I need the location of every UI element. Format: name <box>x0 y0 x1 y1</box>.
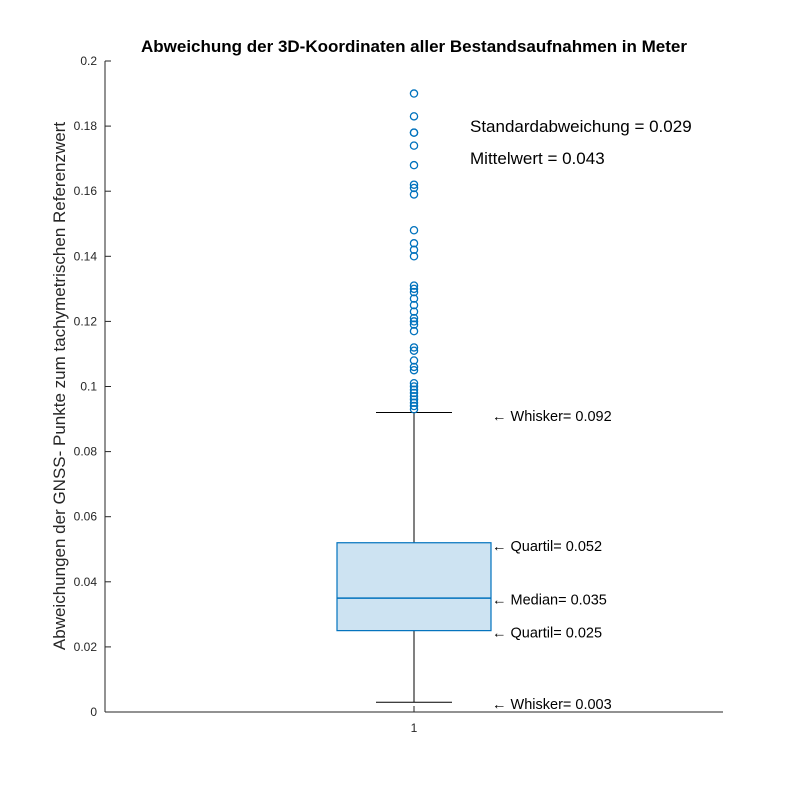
axes: 0 0.02 0.04 0.06 0.08 0.1 0.12 0.14 0.16 0.18 0.2 1 <box>74 54 723 735</box>
outlier-point <box>409 294 419 303</box>
outlier-point <box>409 395 419 404</box>
mean-label: Mittelwert = 0.043 <box>470 149 605 168</box>
outlier-point <box>409 284 419 294</box>
outlier-point <box>409 183 419 193</box>
outlier-point <box>409 317 419 326</box>
outlier-point <box>409 362 419 372</box>
x-tick-label: 1 <box>411 721 418 735</box>
annotation-label: ← Quartil= 0.052 <box>492 539 602 555</box>
y-tick-label: 0.16 <box>74 184 98 198</box>
outlier-point <box>409 356 419 365</box>
outlier-point <box>409 392 419 401</box>
outlier-point <box>409 252 419 261</box>
outlier-point <box>409 300 419 310</box>
outlier-point <box>409 281 419 290</box>
outlier-point <box>409 401 419 411</box>
outlier-point <box>409 287 419 297</box>
std-dev-label: Standardabweichung = 0.029 <box>470 117 692 136</box>
y-tick-label: 0.14 <box>74 249 98 263</box>
outlier-point <box>409 388 419 398</box>
y-tick-label: 0 <box>90 705 97 719</box>
annotation-label: ← Whisker= 0.003 <box>492 697 612 713</box>
annotation-label: ← Whisker= 0.092 <box>492 409 612 425</box>
annotations: ← Whisker= 0.092 ← Quartil= 0.052 ← Median… <box>492 409 612 713</box>
outlier-point <box>409 378 419 388</box>
outlier-point <box>409 239 419 248</box>
y-tick-label: 0.04 <box>74 575 98 589</box>
outlier-point <box>409 326 419 336</box>
outlier-point <box>409 398 419 408</box>
outlier-point <box>409 307 419 316</box>
outlier-point <box>409 313 419 323</box>
y-tick-label: 0.1 <box>80 380 97 394</box>
y-tick-label: 0.06 <box>74 510 98 524</box>
outlier-point <box>409 190 419 199</box>
y-tick-label: 0.18 <box>74 119 98 133</box>
outlier-point <box>409 346 419 355</box>
iqr-box <box>336 542 492 632</box>
outlier-point <box>409 385 419 395</box>
outlier-point <box>409 365 419 375</box>
outlier-point <box>409 112 419 121</box>
outlier-point <box>409 382 419 391</box>
y-axis-label: Abweichungen der GNSS- Punkte zum tachym… <box>50 122 69 650</box>
annotation-label: ← Median= 0.035 <box>492 593 607 609</box>
outlier-point <box>409 128 419 137</box>
y-tick-label: 0.2 <box>80 54 97 68</box>
y-tick-label: 0.12 <box>74 314 98 328</box>
y-tick-label: 0.02 <box>74 640 98 654</box>
annotation-label: ← Quartil= 0.025 <box>492 625 602 641</box>
plot-area <box>336 89 492 703</box>
outlier-point <box>409 89 419 98</box>
outlier-point <box>409 405 419 414</box>
y-tick-label: 0.08 <box>74 445 98 459</box>
outlier-point <box>409 245 419 255</box>
outlier-point <box>409 343 419 352</box>
outlier-point <box>409 160 419 170</box>
outlier-point <box>409 320 419 329</box>
outlier-point <box>409 180 419 189</box>
outlier-point <box>409 141 419 150</box>
chart-title: Abweichung der 3D-Koordinaten aller Best… <box>141 37 687 56</box>
outlier-point <box>409 226 419 235</box>
